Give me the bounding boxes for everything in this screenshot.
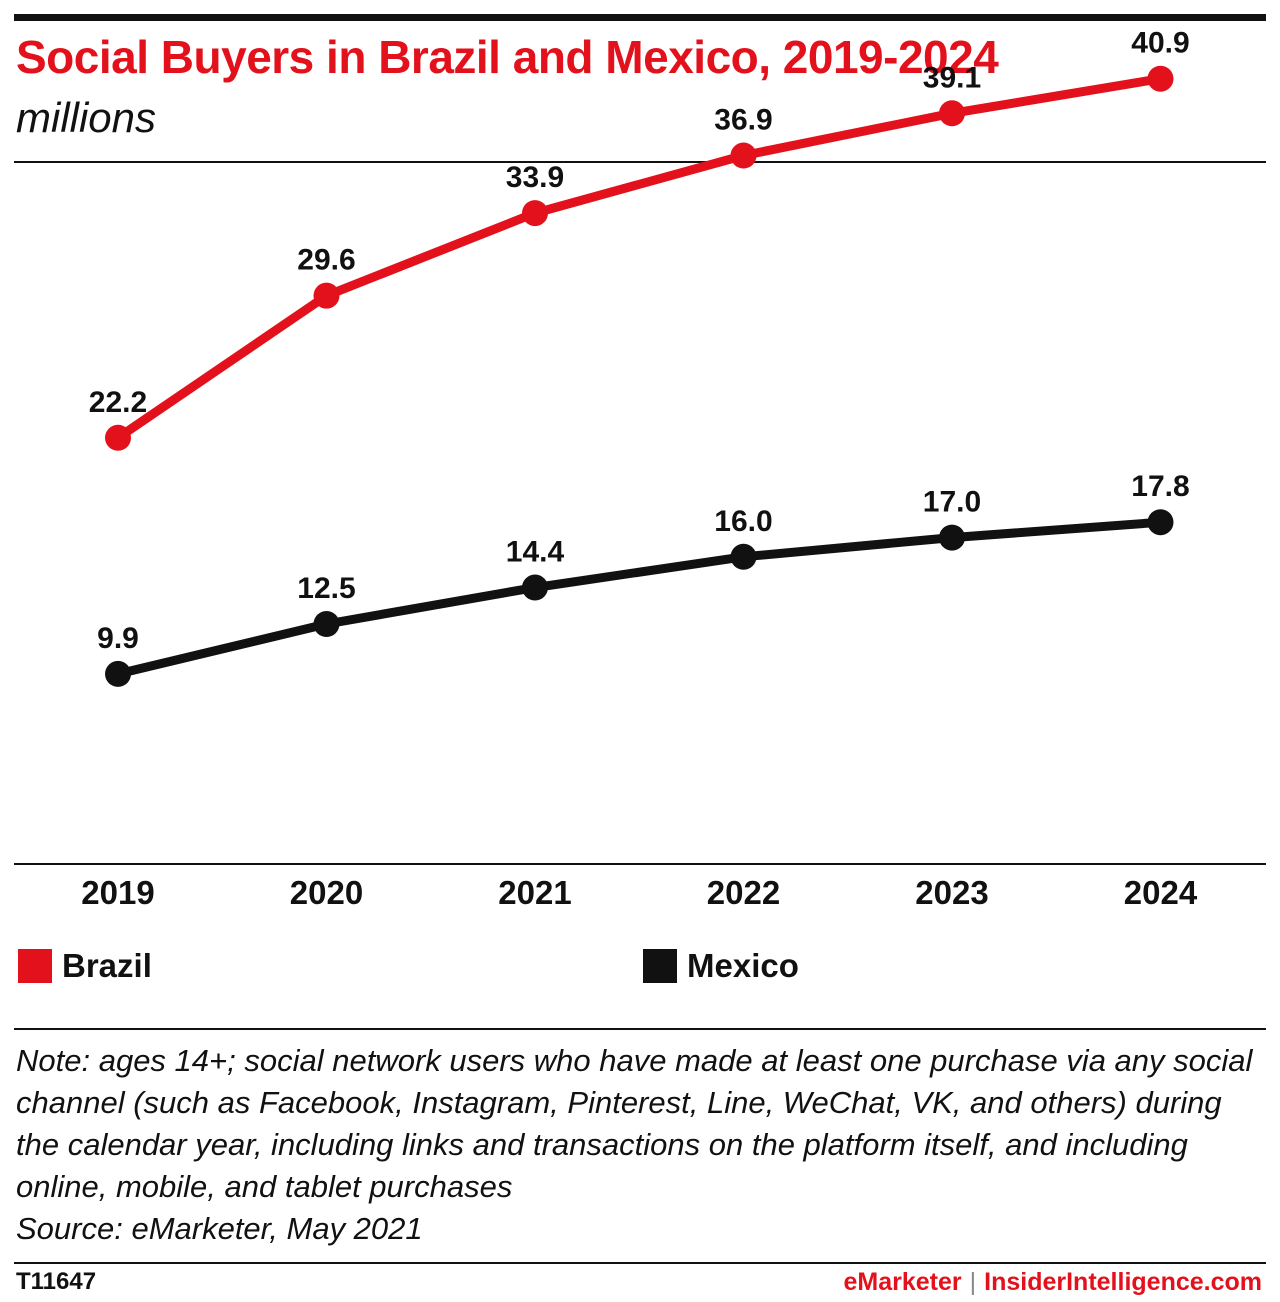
- title-divider: [14, 161, 1266, 163]
- footer-divider: [14, 1262, 1266, 1264]
- note-text: Note: ages 14+; social network users who…: [16, 1043, 1253, 1204]
- data-point-mexico: [939, 524, 965, 551]
- legend-item-mexico: Mexico: [643, 944, 799, 988]
- legend-swatch-mexico: [643, 949, 677, 983]
- x-tick-label: 2024: [1124, 874, 1198, 911]
- chart-subtitle: millions: [16, 94, 157, 141]
- data-point-mexico: [1147, 509, 1174, 536]
- legend-item-brazil: Brazil: [18, 944, 152, 988]
- legend-label-mexico: Mexico: [687, 947, 799, 984]
- data-point-mexico: [730, 543, 757, 570]
- data-label-brazil: 40.9: [1131, 27, 1189, 60]
- data-point-brazil: [939, 100, 965, 127]
- data-label-mexico: 9.9: [97, 622, 139, 655]
- chart-title: Social Buyers in Brazil and Mexico, 2019…: [16, 31, 999, 83]
- data-point-mexico: [313, 611, 340, 637]
- brand-insider-intelligence: InsiderIntelligence.com: [984, 1268, 1262, 1296]
- legend-label-brazil: Brazil: [62, 947, 152, 984]
- x-tick-label: 2019: [81, 874, 154, 911]
- data-label-brazil: 39.1: [923, 61, 981, 94]
- data-label-mexico: 17.8: [1131, 470, 1189, 503]
- data-point-brazil: [313, 282, 340, 309]
- data-point-mexico: [522, 574, 548, 601]
- data-label-mexico: 16.0: [714, 505, 772, 538]
- data-label-mexico: 17.0: [923, 486, 981, 519]
- legend-swatch-brazil: [18, 949, 52, 983]
- top-rule: [14, 14, 1266, 21]
- chart-note: Note: ages 14+; social network users who…: [16, 1040, 1256, 1250]
- series-line-mexico: [113, 517, 1165, 679]
- data-point-mexico: [105, 660, 131, 687]
- brand-separator: |: [969, 1268, 977, 1296]
- source-text: Source: eMarketer, May 2021: [16, 1211, 423, 1246]
- data-label-brazil: 29.6: [297, 244, 355, 277]
- data-point-brazil: [105, 424, 131, 451]
- data-label-brazil: 33.9: [506, 161, 564, 194]
- data-point-brazil: [1147, 65, 1174, 92]
- x-tick-label: 2020: [290, 874, 363, 911]
- x-tick-label: 2021: [498, 874, 571, 911]
- data-label-mexico: 14.4: [506, 536, 565, 569]
- data-label-brazil: 36.9: [714, 104, 772, 137]
- brand-footer: eMarketer | InsiderIntelligence.com: [844, 1268, 1263, 1297]
- data-point-brazil: [730, 142, 757, 169]
- data-label-mexico: 12.5: [297, 572, 355, 605]
- x-tick-label: 2022: [707, 874, 780, 911]
- x-tick-label: 2023: [915, 874, 988, 911]
- series-line-brazil: [113, 74, 1165, 443]
- note-divider: [14, 1028, 1266, 1030]
- data-label-brazil: 22.2: [89, 386, 147, 419]
- data-point-brazil: [522, 200, 548, 227]
- chart-id: T11647: [16, 1268, 97, 1295]
- brand-emarketer: eMarketer: [843, 1268, 962, 1296]
